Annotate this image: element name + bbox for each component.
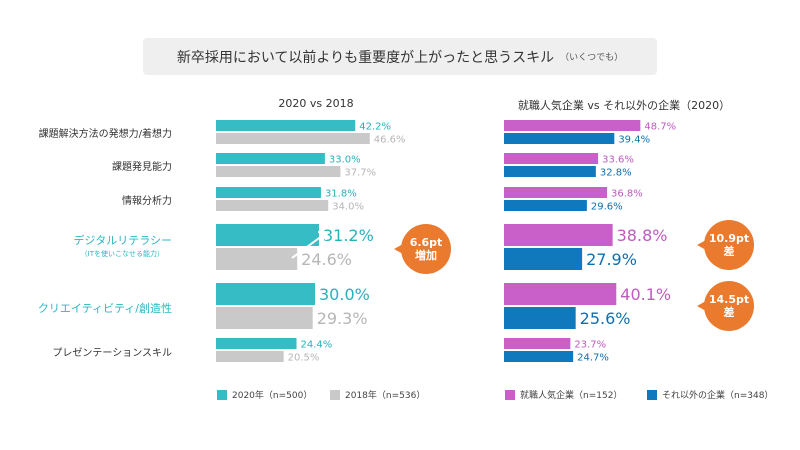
annotation-right2-line1: 14.5pt	[708, 293, 750, 306]
value-label-p1-s0-c1: 33.6%	[602, 155, 634, 166]
value-label-p0-s0-c2: 31.8%	[325, 189, 357, 200]
value-label-p0-s0-c5: 24.4%	[301, 340, 333, 351]
bar-p1-s0-c4	[504, 283, 617, 305]
value-label-p1-s1-c0: 39.4%	[618, 135, 650, 146]
chart-title-box: 新卒採用において以前よりも重要度が上がったと思うスキル （いくつでも）	[143, 38, 657, 75]
annotation-left-line1: 6.6pt	[409, 236, 443, 249]
value-label-p1-s1-c2: 29.6%	[591, 202, 623, 213]
bar-p0-s0-c1	[216, 153, 325, 164]
annotation-left-line2: 増加	[415, 249, 437, 262]
value-label-p0-s1-c1: 37.7%	[344, 168, 376, 179]
value-label-p0-s1-c0: 46.6%	[374, 135, 406, 146]
value-label-p1-s0-c4: 40.1%	[620, 285, 671, 304]
annotation-bubble-right-1: 10.9pt 差	[697, 220, 754, 270]
category-label: プレゼンテーションスキル	[52, 348, 172, 359]
value-label-p0-s1-c2: 34.0%	[332, 202, 364, 213]
legend-other: それ以外の企業（n=348）	[647, 388, 773, 401]
bar-p0-s0-c3	[216, 224, 319, 246]
chart-title-note: （いくつでも）	[560, 53, 624, 63]
bar-p1-s1-c3	[504, 248, 583, 270]
bar-p0-s1-c4	[216, 307, 313, 329]
category-label: デジタルリテラシー	[73, 234, 172, 247]
bar-p1-s1-c5	[504, 351, 574, 362]
legend-other-label: それ以外の企業（n=348）	[662, 391, 774, 401]
category-label: 課題発見能力	[112, 162, 172, 173]
bar-p1-s1-c1	[504, 166, 596, 177]
category-sublabel: （ITを使いこなせる能力）	[80, 250, 164, 258]
bar-p0-s0-c4	[216, 283, 315, 305]
annotation-bubble-right-2: 14.5pt 差	[697, 281, 754, 331]
bar-p0-s0-c0	[216, 120, 356, 131]
legend-2018-label: 2018年（n=536）	[345, 391, 426, 401]
bar-p1-s0-c3	[504, 224, 613, 246]
value-label-p1-s1-c1: 32.8%	[600, 168, 632, 179]
legend-2020: 2020年（n=500）	[217, 388, 312, 401]
legend-2018: 2018年（n=536）	[330, 388, 425, 401]
increase-arrow-icon	[291, 231, 329, 259]
bar-p0-s0-c2	[216, 187, 321, 198]
category-label: クリエイティビティ/創造性	[37, 302, 172, 315]
bar-p1-s0-c0	[504, 120, 641, 131]
bar-p1-s0-c2	[504, 187, 608, 198]
bar-p1-s0-c5	[504, 338, 571, 349]
value-label-p0-s0-c4: 30.0%	[319, 285, 370, 304]
legend-other-swatch	[647, 389, 657, 400]
value-label-p0-s0-c3: 31.2%	[323, 226, 374, 245]
bar-p0-s1-c0	[216, 133, 370, 144]
right-panel-title: 就職人気企業 vs それ以外の企業（2020）	[517, 99, 731, 112]
category-label: 情報分析力	[122, 196, 172, 207]
legend-popular: 就職人気企業（n=152）	[505, 388, 622, 401]
left-panel-title: 2020 vs 2018	[278, 97, 354, 110]
value-label-p0-s0-c1: 33.0%	[329, 155, 361, 166]
bar-p1-s0-c1	[504, 153, 599, 164]
legend-2020-label: 2020年（n=500）	[232, 391, 313, 401]
bar-p1-s1-c4	[504, 307, 576, 329]
legend-2020-swatch	[217, 389, 227, 400]
value-label-p1-s1-c3: 27.9%	[586, 250, 637, 269]
bar-p0-s1-c3	[216, 248, 298, 270]
value-label-p0-s1-c5: 20.5%	[288, 353, 320, 364]
legend-2018-swatch	[330, 389, 340, 400]
bar-p1-s1-c0	[504, 133, 615, 144]
value-label-p0-s1-c4: 29.3%	[317, 309, 368, 328]
legend-popular-label: 就職人気企業（n=152）	[520, 391, 623, 401]
annotation-right2-line2: 差	[723, 306, 735, 319]
annotation-right1-line2: 差	[723, 245, 735, 258]
bar-p0-s0-c5	[216, 338, 297, 349]
bar-p1-s1-c2	[504, 200, 587, 211]
value-label-p1-s0-c3: 38.8%	[617, 226, 668, 245]
annotation-bubble-left: 6.6pt 増加	[394, 224, 451, 274]
value-label-p1-s1-c5: 24.7%	[577, 353, 609, 364]
value-label-p0-s0-c0: 42.2%	[359, 122, 391, 133]
bar-p0-s1-c2	[216, 200, 329, 211]
chart-title: 新卒採用において以前よりも重要度が上がったと思うスキル	[176, 49, 555, 66]
value-label-p1-s0-c0: 48.7%	[644, 122, 676, 133]
bar-p0-s1-c5	[216, 351, 284, 362]
bar-p0-s1-c1	[216, 166, 341, 177]
category-label: 課題解決方法の発想力/着想力	[38, 129, 172, 140]
value-label-p1-s1-c4: 25.6%	[580, 309, 631, 328]
annotation-right1-line1: 10.9pt	[708, 232, 750, 245]
legend-popular-swatch	[505, 389, 515, 400]
value-label-p1-s0-c2: 36.8%	[611, 189, 643, 200]
value-label-p0-s1-c3: 24.6%	[301, 250, 352, 269]
value-label-p1-s0-c5: 23.7%	[574, 340, 606, 351]
